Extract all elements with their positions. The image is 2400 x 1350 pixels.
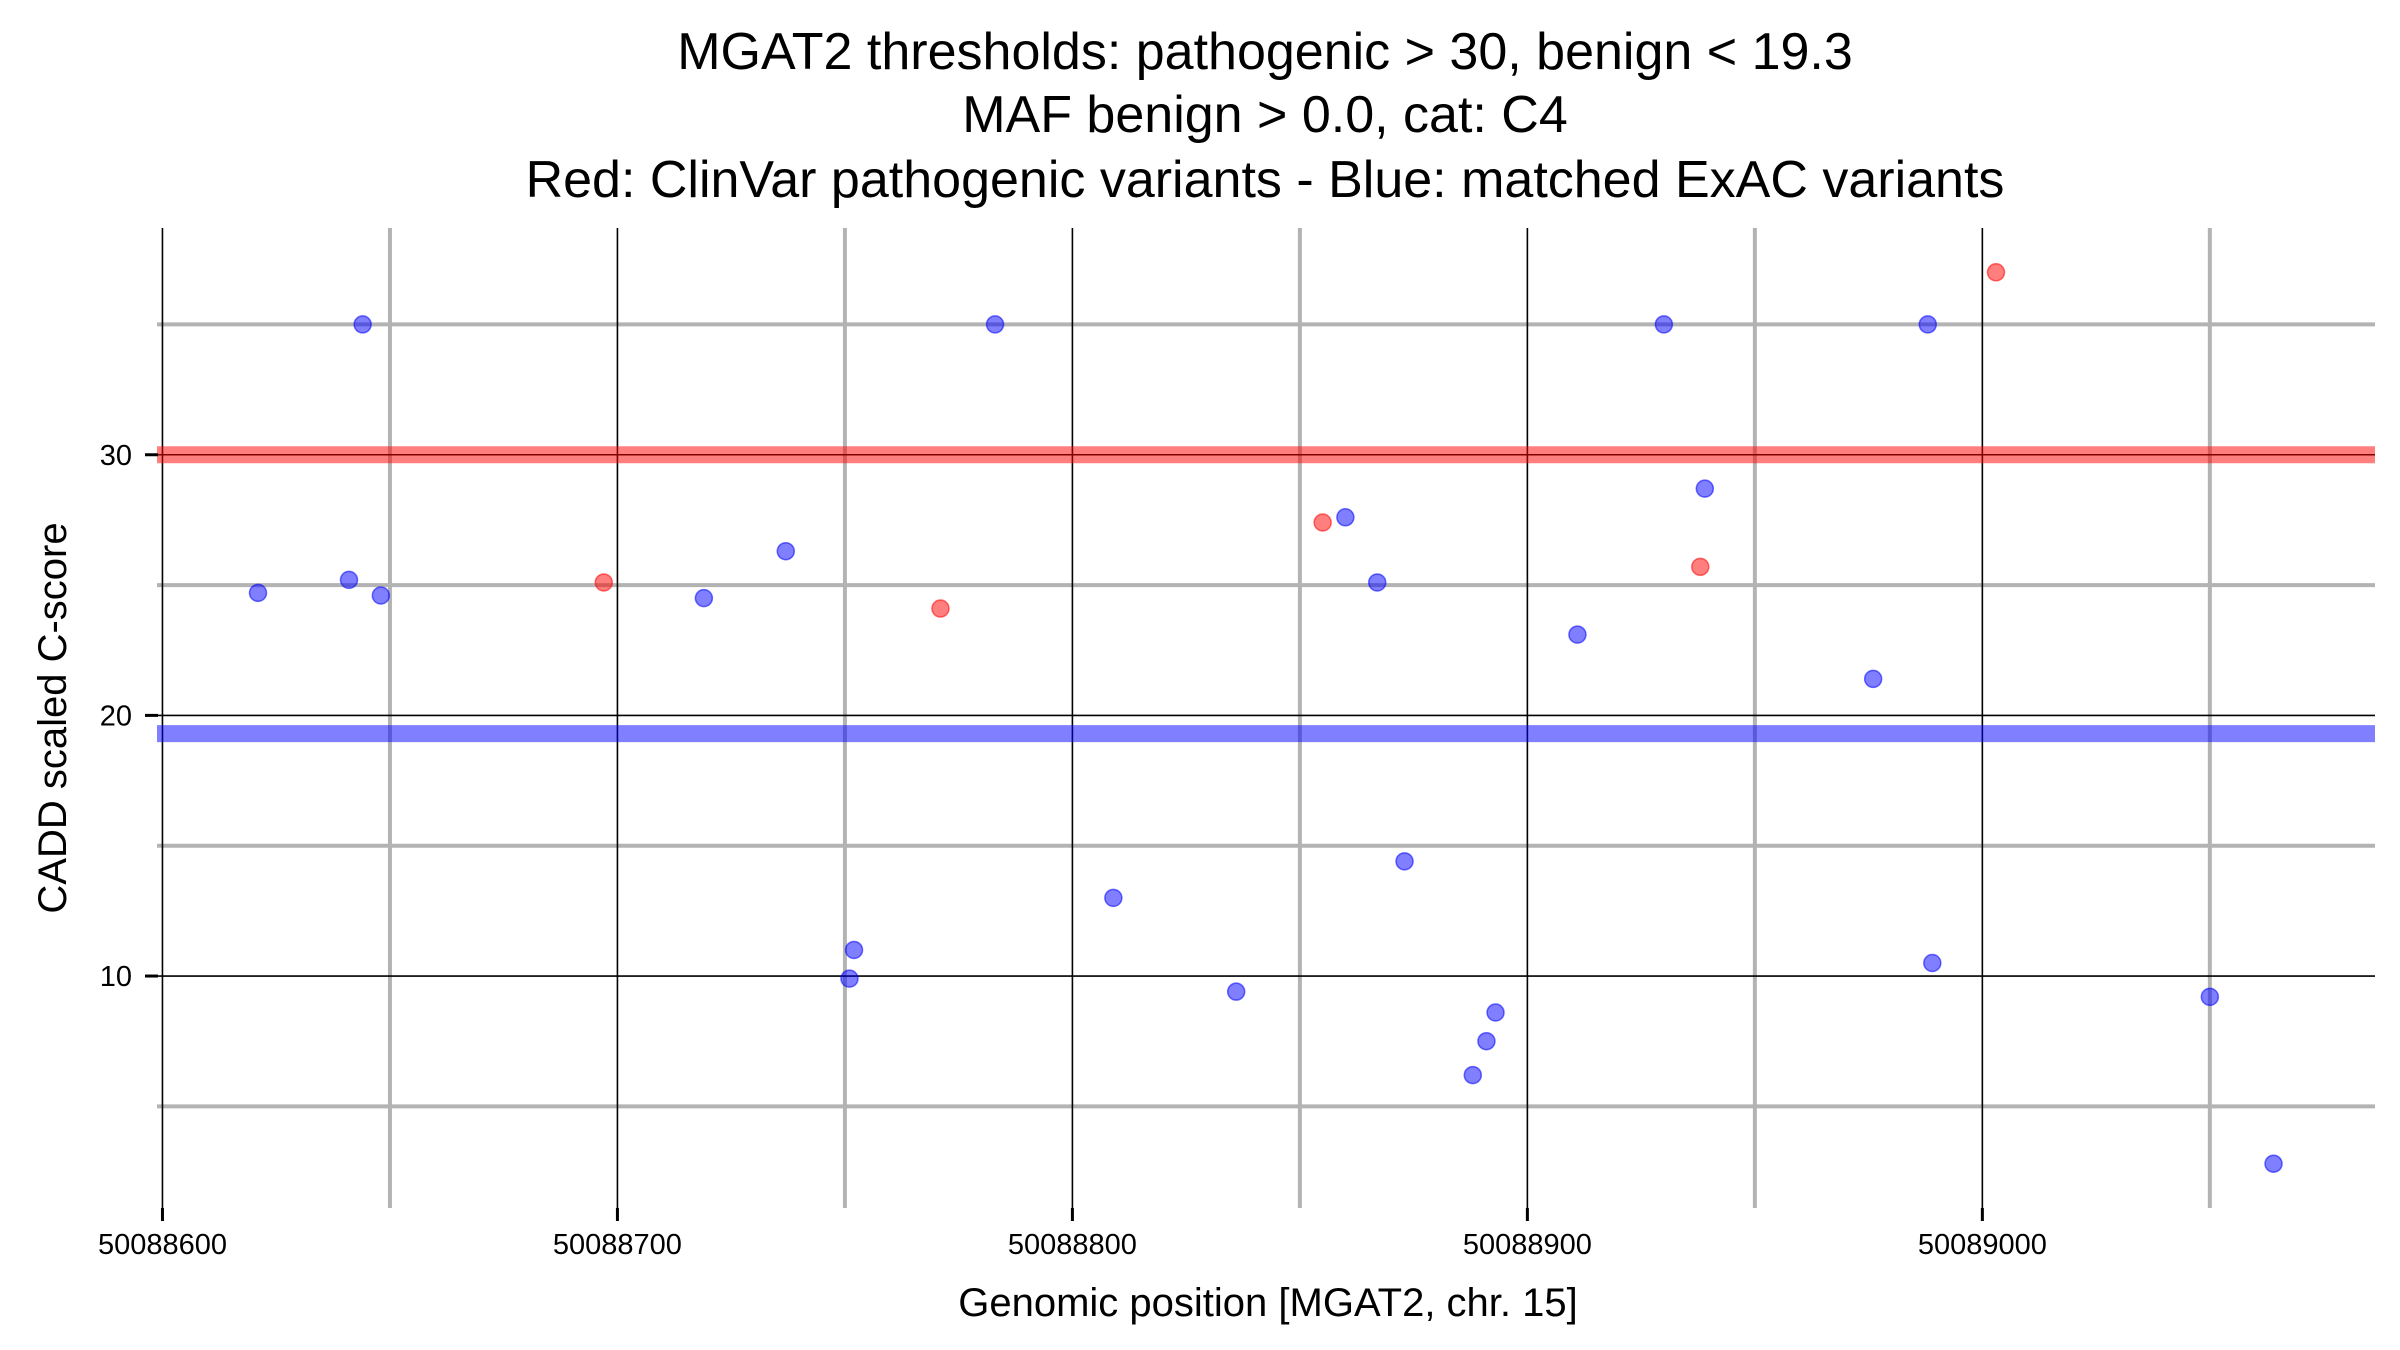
exac-variant-point [371,586,391,605]
x-axis-label: Genomic position [MGAT2, chr. 15] [958,1281,1578,1325]
y-tick-label: 10 [100,961,132,993]
y-tick-label: 30 [100,440,132,472]
exac-variant-point [1477,1031,1496,1051]
exac-variant-point [1226,982,1246,1001]
clinvar-pathogenic-point [1986,263,2006,282]
x-tick-label: 50088800 [1008,1229,1137,1261]
data-points [248,263,2283,1173]
major-gridlines [157,228,2375,1208]
exac-variant-point [844,940,864,960]
minor-gridlines [157,228,2375,1208]
exac-variant-point [1568,625,1587,644]
clinvar-pathogenic-point [594,573,614,592]
y-axis-ticks: 10 20 30 [100,440,158,993]
exac-variant-point [694,588,714,608]
exac-variant-point [1463,1065,1483,1085]
exac-variant-point [248,583,268,603]
exac-variant-point [1395,852,1414,871]
x-tick-label: 50089000 [1918,1229,2047,1261]
exac-variant-point [1695,479,1715,498]
x-tick-label: 50088900 [1463,1229,1592,1261]
clinvar-pathogenic-point [1691,557,1710,577]
title-line-1: MGAT2 thresholds: pathogenic > 30, benig… [677,23,1853,81]
title-line-2: MAF benign > 0.0, cat: C4 [962,86,1568,144]
exac-variant-point [1486,1003,1505,1022]
exac-variant-point [1654,315,1674,334]
exac-variant-point [1918,315,1938,334]
title-line-3: Red: ClinVar pathogenic variants - Blue:… [526,151,2005,209]
exac-variant-point [353,315,372,334]
x-axis-ticks: 50088600 50088700 50088800 50088900 50089000 [98,1208,2047,1261]
clinvar-pathogenic-point [931,599,950,618]
exac-variant-point [840,969,859,988]
exac-variant-point [1923,953,1942,973]
x-tick-label: 50088600 [98,1229,227,1261]
y-axis-label: CADD scaled C-score [31,522,75,913]
exac-variant-point [1336,508,1355,527]
y-tick-label: 20 [100,700,132,732]
exac-variant-point [2264,1154,2283,1173]
clinvar-pathogenic-point [1313,513,1332,532]
exac-variant-point [1367,573,1387,592]
exac-variant-point [985,315,1005,334]
threshold-lines [157,446,2375,743]
exac-variant-point [776,541,796,561]
exac-variant-point [2200,987,2220,1007]
x-tick-label: 50088700 [553,1229,682,1261]
exac-variant-point [1104,888,1123,908]
exac-variant-point [339,570,359,590]
exac-variant-point [1863,669,1883,689]
chart-title: MGAT2 thresholds: pathogenic > 30, benig… [526,23,2005,209]
